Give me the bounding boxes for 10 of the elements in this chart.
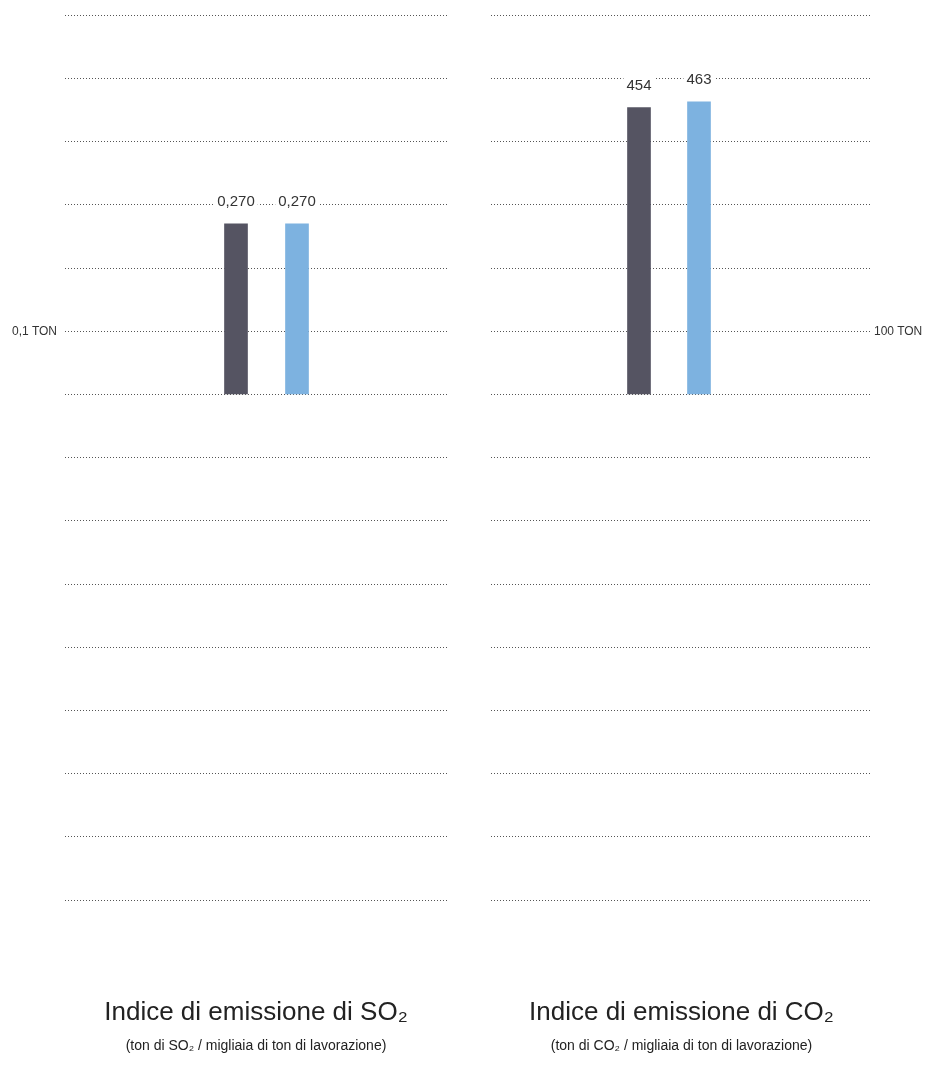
data-label: 463	[686, 70, 712, 88]
text: (ton di SO₂ / migliaia di ton di lavorazione)	[124, 1037, 388, 1053]
data-label: 0,270	[217, 192, 255, 210]
text: Indice di emissione di CO₂	[528, 996, 835, 1027]
text: (ton di CO₂ / migliaia di ton di lavorazione)	[549, 1037, 814, 1053]
data-label: 454	[626, 76, 652, 94]
data-label: 0,270	[278, 192, 316, 210]
text: Indice di emissione di SO₂	[103, 996, 409, 1027]
text: 0,1 TON	[12, 324, 57, 339]
text: 100 TON	[874, 324, 923, 339]
